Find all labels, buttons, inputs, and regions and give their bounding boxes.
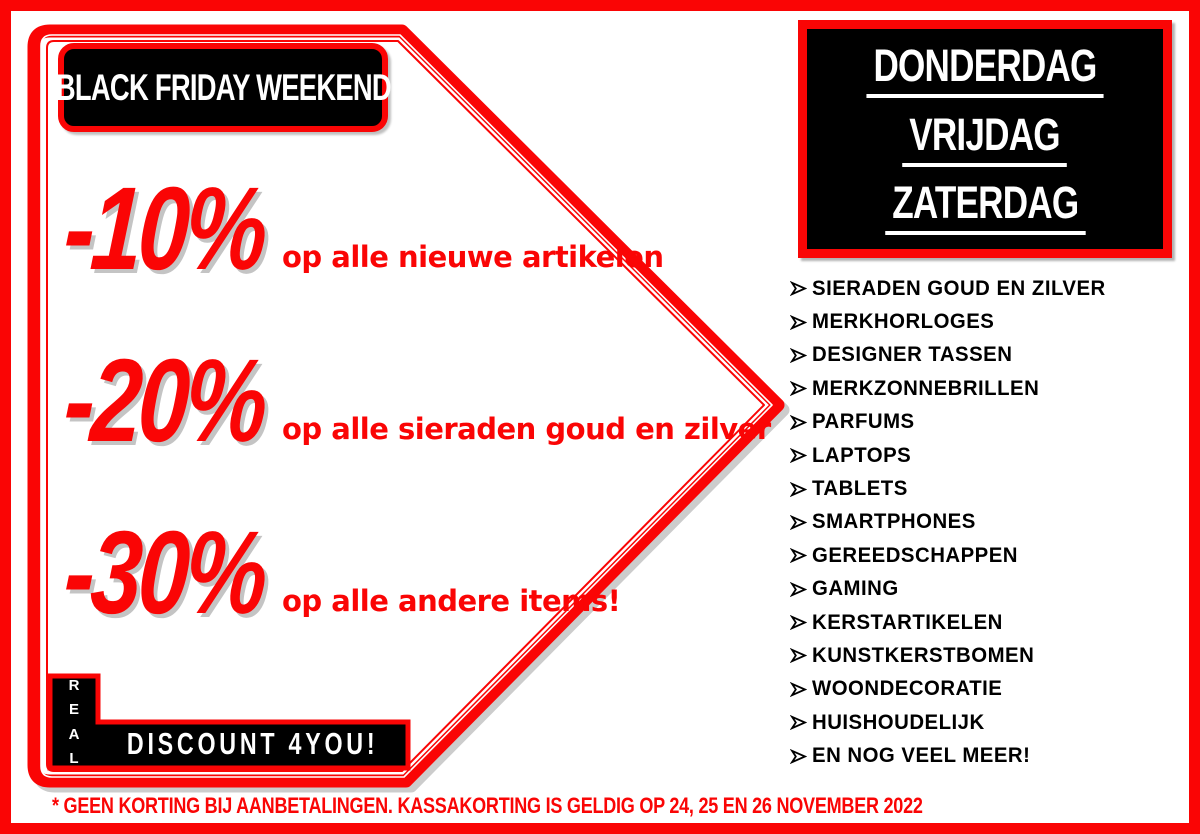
arrowhead-bullet-icon — [790, 314, 807, 330]
category-item: MERKHORLOGES — [790, 305, 1192, 338]
category-item: GEREEDSCHAPPEN — [790, 539, 1192, 572]
category-label: EN NOG VEEL MEER! — [812, 744, 1031, 768]
category-label: TABLETS — [812, 477, 908, 501]
arrowhead-bullet-icon — [790, 448, 807, 464]
category-label: KERSTARTIKELEN — [812, 610, 1003, 634]
arrowhead-bullet-icon — [790, 715, 807, 731]
logo-vertical-letter: L — [69, 749, 79, 767]
category-label: HUISHOUDELIJK — [812, 710, 985, 734]
category-item: PARFUMS — [790, 406, 1192, 439]
arrowhead-bullet-icon — [790, 615, 807, 631]
real-discount-logo: R E A L DISCOUNT 4YOU! — [44, 668, 416, 776]
arrowhead-bullet-icon — [790, 481, 807, 497]
arrowhead-bullet-icon — [790, 514, 807, 530]
category-item: SIERADEN GOUD EN ZILVER — [790, 272, 1192, 305]
category-label: DESIGNER TASSEN — [812, 343, 1013, 367]
discount-amount-wrap: -20% — [60, 335, 274, 467]
arrowhead-bullet-icon — [790, 414, 807, 430]
arrowhead-bullet-icon — [790, 681, 807, 697]
discount-description: op alle nieuwe artikelen — [282, 240, 664, 274]
category-item: TABLETS — [790, 472, 1192, 505]
logo-vertical-letter: E — [68, 701, 79, 719]
arrowhead-bullet-icon — [790, 648, 807, 664]
discount-description: op alle andere items! — [282, 584, 621, 618]
category-item: HUISHOUDELIJK — [790, 706, 1192, 739]
discount-description: op alle sieraden goud en zilver — [282, 412, 771, 446]
days-box: DONDERDAG VRIJDAG ZATERDAG — [798, 20, 1172, 258]
category-label: GEREEDSCHAPPEN — [812, 543, 1019, 567]
category-label: GAMING — [812, 577, 899, 601]
logo-step-shape — [47, 673, 411, 771]
discount-row-20: -20% op alle sieraden goud en zilver — [60, 335, 771, 467]
logo-label-wrap: DISCOUNT 4YOU! — [98, 722, 408, 766]
categories-list: SIERADEN GOUD EN ZILVER MERKHORLOGES DES… — [790, 272, 1192, 773]
discount-amount-wrap: -30% — [60, 507, 274, 639]
category-label: SMARTPHONES — [812, 510, 976, 534]
black-friday-badge: BLACK FRIDAY WEEKEND — [55, 43, 391, 132]
category-label: LAPTOPS — [812, 443, 912, 467]
category-item: WOONDECORATIE — [790, 673, 1192, 706]
category-item: EN NOG VEEL MEER! — [790, 739, 1192, 772]
discount-amount: -20% — [60, 335, 268, 467]
category-label: PARFUMS — [812, 410, 915, 434]
category-item: KUNSTKERSTBOMEN — [790, 639, 1192, 672]
category-label: MERKZONNEBRILLEN — [812, 376, 1040, 400]
discount-row-10: -10% op alle nieuwe artikelen — [60, 163, 722, 295]
discount-amount: -10% — [60, 163, 268, 295]
disclaimer-text: * GEEN KORTING BIJ AANBETALINGEN. KASSAK… — [52, 793, 923, 818]
day-heading-zaterdag: ZATERDAG — [884, 180, 1086, 236]
arrowhead-bullet-icon — [790, 347, 807, 363]
arrow-panel-hairline — [40, 34, 773, 778]
category-item: KERSTARTIKELEN — [790, 606, 1192, 639]
logo-vertical-letter: A — [68, 725, 80, 743]
category-item: SMARTPHONES — [790, 506, 1192, 539]
day-heading-vrijdag: VRIJDAG — [902, 112, 1068, 167]
category-label: MERKHORLOGES — [812, 310, 995, 334]
day-heading-donderdag: DONDERDAG — [866, 43, 1104, 98]
arrowhead-bullet-icon — [790, 281, 807, 297]
arrowhead-bullet-icon — [790, 581, 807, 597]
discount-amount-wrap: -10% — [60, 163, 274, 295]
category-label: SIERADEN GOUD EN ZILVER — [812, 276, 1106, 300]
arrowhead-bullet-icon — [790, 748, 807, 764]
arrowhead-bullet-icon — [790, 381, 807, 397]
arrow-panel-outline — [27, 24, 785, 788]
category-label: KUNSTKERSTBOMEN — [812, 643, 1035, 667]
category-item: MERKZONNEBRILLEN — [790, 372, 1192, 405]
discount-row-30: -30% op alle andere items! — [60, 507, 722, 639]
logo-label: DISCOUNT 4YOU! — [127, 726, 379, 761]
category-item: GAMING — [790, 573, 1192, 606]
logo-vertical-word: R E A L — [50, 678, 98, 766]
logo-vertical-letter: R — [68, 677, 80, 694]
category-item: DESIGNER TASSEN — [790, 339, 1192, 372]
discount-amount: -30% — [60, 507, 268, 639]
arrowhead-bullet-icon — [790, 548, 807, 564]
category-item: LAPTOPS — [790, 439, 1192, 472]
category-label: WOONDECORATIE — [812, 677, 1003, 701]
arrow-panel-inner-line — [46, 40, 765, 772]
badge-label: BLACK FRIDAY WEEKEND — [55, 66, 391, 108]
